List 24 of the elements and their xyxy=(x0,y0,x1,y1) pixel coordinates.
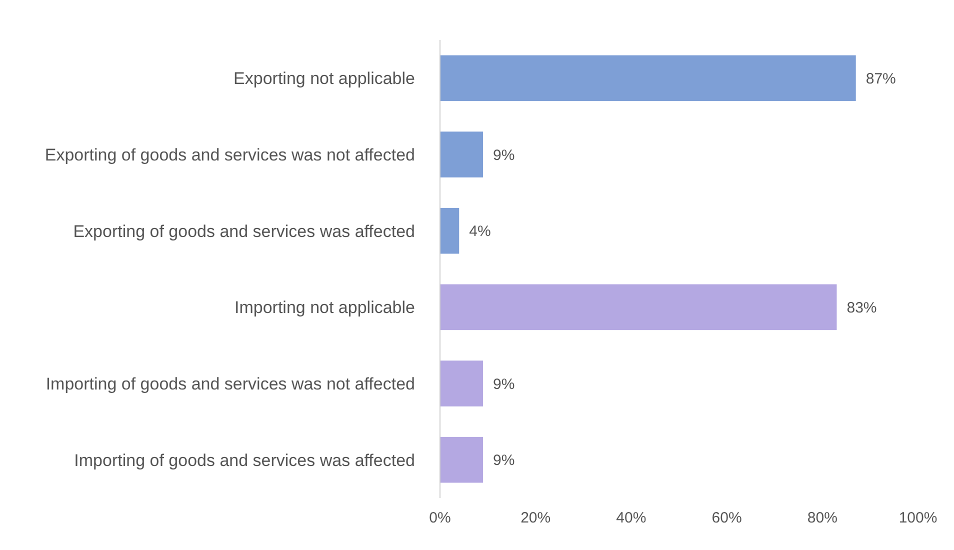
bar xyxy=(440,132,484,178)
y-tick-label: Exporting not applicable xyxy=(234,69,415,88)
x-tick-label: 40% xyxy=(616,510,646,527)
y-tick-label: Importing not applicable xyxy=(234,298,415,318)
y-tick-label: Importing of goods and services was not affected xyxy=(46,374,415,394)
data-label: 9% xyxy=(493,146,515,164)
x-tick-label: 20% xyxy=(520,510,551,527)
x-tick-label: 80% xyxy=(807,510,838,527)
data-label: 9% xyxy=(493,376,515,393)
bar xyxy=(440,436,484,483)
data-label: 87% xyxy=(866,70,896,88)
y-tick-label: Exporting of goods and services was not affected xyxy=(44,145,415,164)
data-label: 4% xyxy=(469,223,491,240)
bar xyxy=(440,208,460,254)
data-label: 9% xyxy=(493,452,515,470)
x-tick-label: 100% xyxy=(898,510,938,527)
y-tick-label: Exporting of goods and services was affected xyxy=(73,222,415,241)
bar xyxy=(440,284,837,330)
bar xyxy=(440,360,484,406)
data-label: 83% xyxy=(846,299,877,316)
x-tick-label: 0% xyxy=(429,510,451,527)
y-tick-label: Importing of goods and services was affected xyxy=(74,450,415,470)
x-tick-label: 60% xyxy=(712,510,742,527)
bar xyxy=(440,55,856,102)
